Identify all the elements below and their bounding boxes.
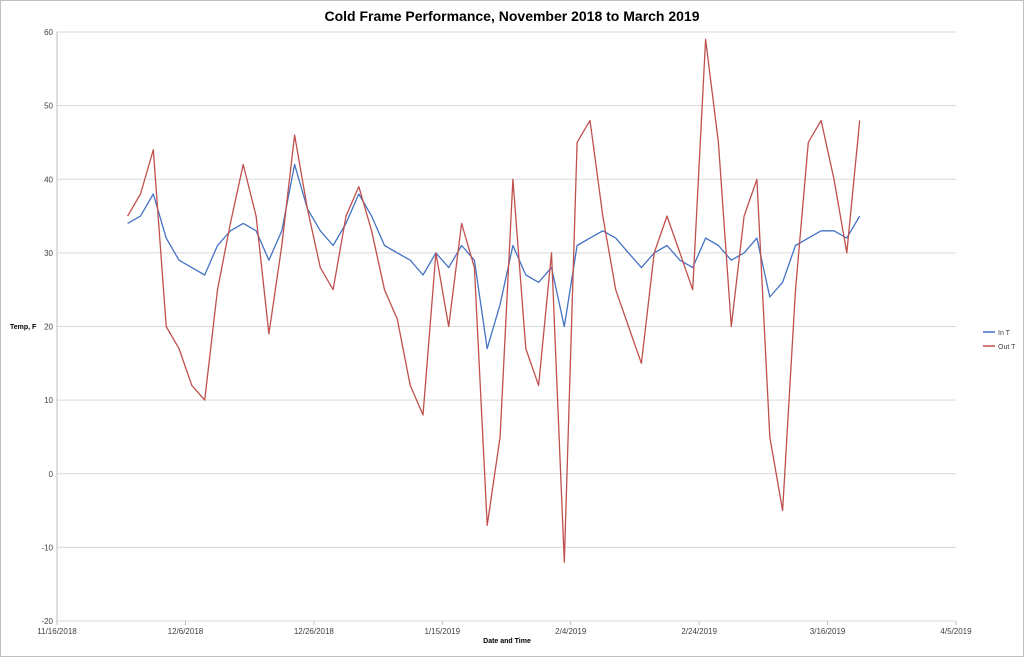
x-tick-label: 4/5/2019 [940, 627, 972, 636]
y-tick-label: -10 [41, 543, 53, 552]
legend-label: Out T [998, 344, 1016, 351]
y-tick-label: 60 [44, 28, 53, 37]
x-tick-label: 12/26/2018 [294, 627, 335, 636]
series-line [127, 38, 861, 563]
y-tick-label: 40 [44, 175, 53, 184]
y-tick-labels: -20 -10 0 10 20 30 40 50 60 [41, 28, 53, 626]
legend: In T Out T [983, 330, 1016, 351]
chart-title: Cold Frame Performance, November 2018 to… [324, 8, 699, 24]
y-axis-label: Temp, F [10, 324, 37, 331]
y-tick-label: 30 [44, 249, 53, 258]
x-tick-labels: 11/16/2018 12/6/2018 12/26/2018 1/15/2019 2/… [37, 621, 972, 636]
y-tick-label: -20 [41, 617, 53, 626]
y-tick-label: 0 [49, 470, 54, 479]
x-tick-label: 1/15/2019 [424, 627, 460, 636]
x-tick-label: 12/6/2018 [168, 627, 204, 636]
y-tick-label: 50 [44, 102, 53, 111]
gridlines [56, 31, 956, 622]
x-tick-label: 11/16/2018 [37, 627, 77, 636]
series-line [127, 163, 861, 350]
x-tick-label: 2/4/2019 [555, 627, 587, 636]
legend-label: In T [998, 330, 1011, 337]
x-tick-label: 2/24/2019 [681, 627, 717, 636]
x-tick-label: 3/16/2019 [810, 627, 846, 636]
series-lines [127, 38, 861, 563]
x-axis-label: Date and Time [483, 638, 531, 645]
y-tick-label: 10 [44, 396, 53, 405]
y-tick-label: 20 [44, 323, 53, 332]
